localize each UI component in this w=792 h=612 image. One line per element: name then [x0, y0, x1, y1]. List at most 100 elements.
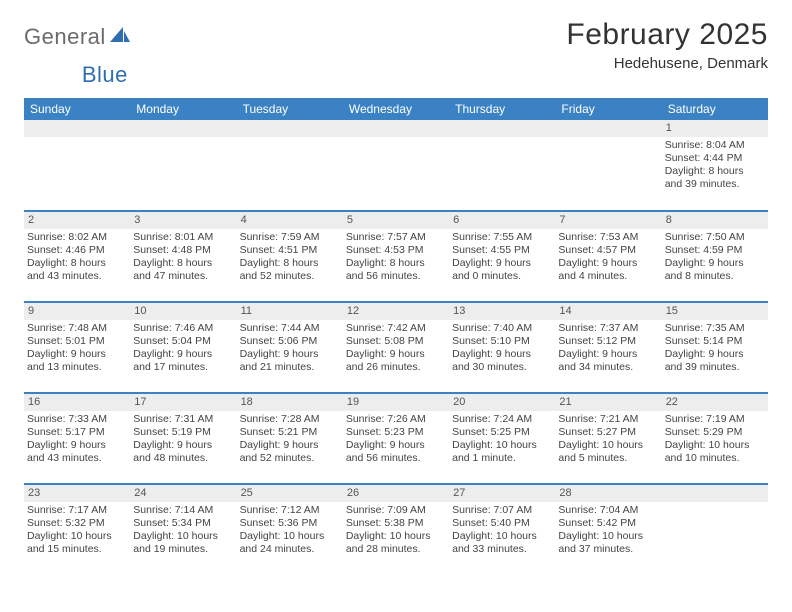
- calendar-day-cell: 27Sunrise: 7:07 AMSunset: 5:40 PMDayligh…: [449, 484, 555, 572]
- day-number: 19: [343, 394, 449, 411]
- day-details: Sunrise: 7:21 AMSunset: 5:27 PMDaylight:…: [555, 411, 661, 465]
- day-details: Sunrise: 7:09 AMSunset: 5:38 PMDaylight:…: [343, 502, 449, 556]
- calendar-week-row: 23Sunrise: 7:17 AMSunset: 5:32 PMDayligh…: [24, 484, 768, 572]
- day-number: 5: [343, 212, 449, 229]
- weekday-header: Thursday: [449, 98, 555, 120]
- day-number: 10: [130, 303, 236, 320]
- day-details: Sunrise: 7:31 AMSunset: 5:19 PMDaylight:…: [130, 411, 236, 465]
- day-number: 3: [130, 212, 236, 229]
- day-number: 16: [24, 394, 130, 411]
- day-number: 2: [24, 212, 130, 229]
- day-number: 12: [343, 303, 449, 320]
- day-number: 13: [449, 303, 555, 320]
- day-number: 20: [449, 394, 555, 411]
- day-number: 18: [237, 394, 343, 411]
- day-number: [130, 120, 236, 137]
- calendar-week-row: 2Sunrise: 8:02 AMSunset: 4:46 PMDaylight…: [24, 211, 768, 299]
- day-details: Sunrise: 7:46 AMSunset: 5:04 PMDaylight:…: [130, 320, 236, 374]
- day-number: 7: [555, 212, 661, 229]
- calendar-day-cell: 3Sunrise: 8:01 AMSunset: 4:48 PMDaylight…: [130, 211, 236, 299]
- day-details: Sunrise: 7:50 AMSunset: 4:59 PMDaylight:…: [662, 229, 768, 283]
- day-number: 11: [237, 303, 343, 320]
- day-details: Sunrise: 7:40 AMSunset: 5:10 PMDaylight:…: [449, 320, 555, 374]
- day-details: Sunrise: 7:24 AMSunset: 5:25 PMDaylight:…: [449, 411, 555, 465]
- day-number: 22: [662, 394, 768, 411]
- calendar-day-cell: 28Sunrise: 7:04 AMSunset: 5:42 PMDayligh…: [555, 484, 661, 572]
- day-details: Sunrise: 8:04 AMSunset: 4:44 PMDaylight:…: [662, 137, 768, 191]
- calendar-empty-cell: [24, 120, 130, 208]
- weekday-header: Monday: [130, 98, 236, 120]
- day-details: Sunrise: 7:14 AMSunset: 5:34 PMDaylight:…: [130, 502, 236, 556]
- calendar-day-cell: 2Sunrise: 8:02 AMSunset: 4:46 PMDaylight…: [24, 211, 130, 299]
- calendar-empty-cell: [130, 120, 236, 208]
- calendar-day-cell: 1Sunrise: 8:04 AMSunset: 4:44 PMDaylight…: [662, 120, 768, 208]
- day-details: Sunrise: 7:07 AMSunset: 5:40 PMDaylight:…: [449, 502, 555, 556]
- calendar-day-cell: 23Sunrise: 7:17 AMSunset: 5:32 PMDayligh…: [24, 484, 130, 572]
- day-number: [237, 120, 343, 137]
- calendar-day-cell: 12Sunrise: 7:42 AMSunset: 5:08 PMDayligh…: [343, 302, 449, 390]
- day-details: Sunrise: 7:48 AMSunset: 5:01 PMDaylight:…: [24, 320, 130, 374]
- calendar-empty-cell: [449, 120, 555, 208]
- calendar-day-cell: 9Sunrise: 7:48 AMSunset: 5:01 PMDaylight…: [24, 302, 130, 390]
- calendar-week-row: 16Sunrise: 7:33 AMSunset: 5:17 PMDayligh…: [24, 393, 768, 481]
- day-number: 24: [130, 485, 236, 502]
- sail-icon: [110, 27, 132, 50]
- day-number: 8: [662, 212, 768, 229]
- calendar-day-cell: 6Sunrise: 7:55 AMSunset: 4:55 PMDaylight…: [449, 211, 555, 299]
- weekday-header: Tuesday: [237, 98, 343, 120]
- day-number: 26: [343, 485, 449, 502]
- calendar-day-cell: 26Sunrise: 7:09 AMSunset: 5:38 PMDayligh…: [343, 484, 449, 572]
- day-number: 1: [662, 120, 768, 137]
- day-details: Sunrise: 7:04 AMSunset: 5:42 PMDaylight:…: [555, 502, 661, 556]
- calendar-empty-cell: [237, 120, 343, 208]
- day-details: Sunrise: 7:26 AMSunset: 5:23 PMDaylight:…: [343, 411, 449, 465]
- day-details: Sunrise: 7:35 AMSunset: 5:14 PMDaylight:…: [662, 320, 768, 374]
- day-details: Sunrise: 7:19 AMSunset: 5:29 PMDaylight:…: [662, 411, 768, 465]
- day-number: [343, 120, 449, 137]
- location: Hedehusene, Denmark: [566, 55, 768, 72]
- calendar-day-cell: 7Sunrise: 7:53 AMSunset: 4:57 PMDaylight…: [555, 211, 661, 299]
- calendar-day-cell: 15Sunrise: 7:35 AMSunset: 5:14 PMDayligh…: [662, 302, 768, 390]
- day-number: 15: [662, 303, 768, 320]
- calendar-day-cell: 14Sunrise: 7:37 AMSunset: 5:12 PMDayligh…: [555, 302, 661, 390]
- day-details: Sunrise: 7:37 AMSunset: 5:12 PMDaylight:…: [555, 320, 661, 374]
- day-details: Sunrise: 7:28 AMSunset: 5:21 PMDaylight:…: [237, 411, 343, 465]
- day-number: [449, 120, 555, 137]
- calendar-week-row: 1Sunrise: 8:04 AMSunset: 4:44 PMDaylight…: [24, 120, 768, 208]
- calendar-day-cell: 24Sunrise: 7:14 AMSunset: 5:34 PMDayligh…: [130, 484, 236, 572]
- day-details: Sunrise: 7:42 AMSunset: 5:08 PMDaylight:…: [343, 320, 449, 374]
- calendar-day-cell: 20Sunrise: 7:24 AMSunset: 5:25 PMDayligh…: [449, 393, 555, 481]
- day-number: 25: [237, 485, 343, 502]
- day-details: Sunrise: 7:53 AMSunset: 4:57 PMDaylight:…: [555, 229, 661, 283]
- day-number: 9: [24, 303, 130, 320]
- calendar-day-cell: 18Sunrise: 7:28 AMSunset: 5:21 PMDayligh…: [237, 393, 343, 481]
- calendar-table: SundayMondayTuesdayWednesdayThursdayFrid…: [24, 98, 768, 572]
- calendar-week-row: 9Sunrise: 7:48 AMSunset: 5:01 PMDaylight…: [24, 302, 768, 390]
- day-details: Sunrise: 7:12 AMSunset: 5:36 PMDaylight:…: [237, 502, 343, 556]
- calendar-day-cell: 10Sunrise: 7:46 AMSunset: 5:04 PMDayligh…: [130, 302, 236, 390]
- weekday-header: Sunday: [24, 98, 130, 120]
- weekday-header: Wednesday: [343, 98, 449, 120]
- brand-logo: General: [24, 18, 134, 50]
- day-number: 17: [130, 394, 236, 411]
- calendar-empty-cell: [555, 120, 661, 208]
- calendar-empty-cell: [662, 484, 768, 572]
- day-number: [555, 120, 661, 137]
- calendar-day-cell: 5Sunrise: 7:57 AMSunset: 4:53 PMDaylight…: [343, 211, 449, 299]
- day-details: Sunrise: 7:57 AMSunset: 4:53 PMDaylight:…: [343, 229, 449, 283]
- brand-part2: Blue: [82, 62, 128, 88]
- day-details: Sunrise: 7:33 AMSunset: 5:17 PMDaylight:…: [24, 411, 130, 465]
- day-details: Sunrise: 7:17 AMSunset: 5:32 PMDaylight:…: [24, 502, 130, 556]
- day-number: 21: [555, 394, 661, 411]
- calendar-empty-cell: [343, 120, 449, 208]
- title-block: February 2025 Hedehusene, Denmark: [566, 18, 768, 72]
- month-title: February 2025: [566, 18, 768, 52]
- day-number: 14: [555, 303, 661, 320]
- calendar-day-cell: 25Sunrise: 7:12 AMSunset: 5:36 PMDayligh…: [237, 484, 343, 572]
- calendar-day-cell: 16Sunrise: 7:33 AMSunset: 5:17 PMDayligh…: [24, 393, 130, 481]
- calendar-day-cell: 11Sunrise: 7:44 AMSunset: 5:06 PMDayligh…: [237, 302, 343, 390]
- day-details: Sunrise: 7:59 AMSunset: 4:51 PMDaylight:…: [237, 229, 343, 283]
- calendar-day-cell: 19Sunrise: 7:26 AMSunset: 5:23 PMDayligh…: [343, 393, 449, 481]
- calendar-day-cell: 22Sunrise: 7:19 AMSunset: 5:29 PMDayligh…: [662, 393, 768, 481]
- weekday-header: Saturday: [662, 98, 768, 120]
